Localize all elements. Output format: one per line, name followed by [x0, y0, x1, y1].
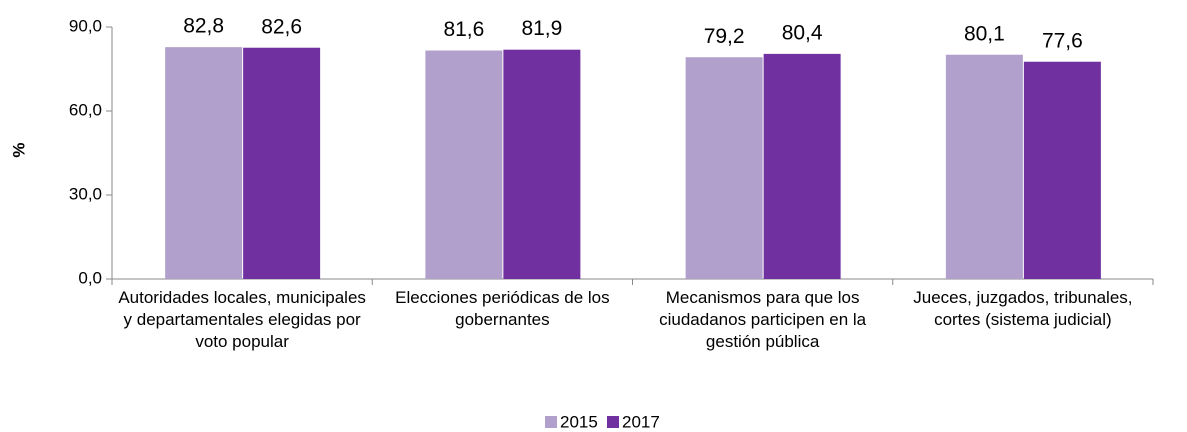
bar [1023, 61, 1101, 279]
value-label: 80,4 [782, 21, 823, 44]
legend-swatch [545, 416, 557, 428]
value-label: 82,8 [183, 15, 224, 38]
legend-label: 2017 [622, 412, 660, 431]
y-tick-label: 30,0 [69, 184, 102, 203]
bar [685, 57, 763, 279]
value-label: 79,2 [704, 25, 745, 48]
x-tick-label: Mecanismos para que los ciudadanos parti… [659, 288, 867, 351]
bar [243, 47, 321, 279]
value-label: 81,9 [521, 17, 562, 40]
x-tick-label: Autoridades locales, municipales y depar… [118, 288, 366, 351]
x-tick-label: Jueces, juzgados, tribunales, cortes (si… [913, 288, 1133, 329]
bar [425, 50, 503, 279]
y-tick-label: 90,0 [69, 16, 102, 35]
legend-swatch [607, 416, 619, 428]
x-tick-label: Elecciones periódicas de los gobernantes [395, 288, 610, 329]
y-tick-label: 0,0 [78, 268, 102, 287]
legend-label: 2015 [560, 412, 598, 431]
value-label: 80,1 [964, 22, 1005, 45]
value-label: 81,6 [443, 18, 484, 41]
bar [945, 54, 1023, 279]
bar [763, 53, 841, 279]
value-label: 77,6 [1042, 29, 1083, 52]
value-label: 82,6 [261, 15, 302, 38]
bar [165, 47, 243, 279]
y-tick-label: 60,0 [69, 100, 102, 119]
y-axis-label: % [9, 142, 28, 157]
bar [503, 49, 581, 280]
